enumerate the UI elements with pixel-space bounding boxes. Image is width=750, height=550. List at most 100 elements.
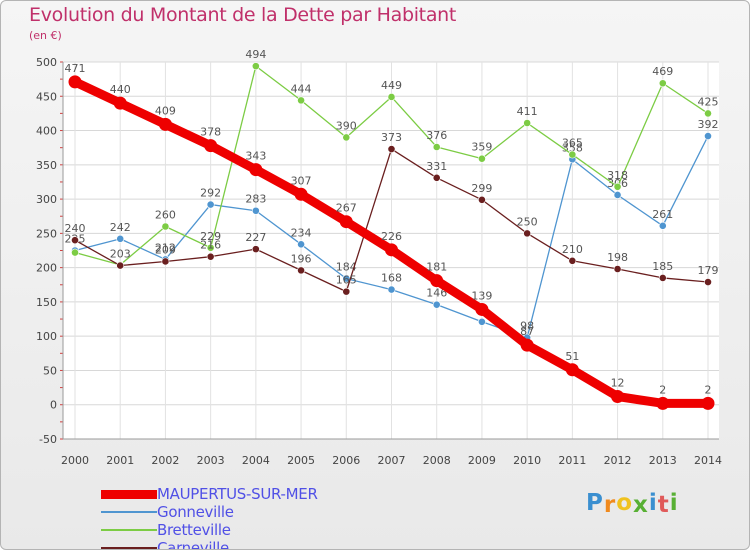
data-label-gonneville: 146 bbox=[426, 287, 447, 300]
data-point-carneville bbox=[523, 229, 532, 238]
data-label-maupertus-sur-mer: 181 bbox=[426, 261, 447, 274]
y-tick-label: 150 bbox=[36, 296, 57, 309]
data-label-carneville: 209 bbox=[155, 243, 176, 256]
data-label-carneville: 299 bbox=[471, 182, 492, 195]
data-label-bretteville: 411 bbox=[517, 105, 538, 118]
y-tick-label: 250 bbox=[36, 227, 57, 240]
data-label-maupertus-sur-mer: 87 bbox=[520, 325, 534, 338]
data-point-carneville bbox=[704, 278, 712, 286]
data-label-bretteville: 318 bbox=[607, 169, 628, 182]
x-tick-label: 2014 bbox=[694, 454, 722, 467]
data-label-carneville: 373 bbox=[381, 131, 402, 144]
legend-swatch-carneville bbox=[101, 547, 157, 549]
proxiti-logo: Proxiti bbox=[586, 490, 679, 518]
data-point-carneville bbox=[568, 256, 577, 265]
data-point-carneville bbox=[251, 245, 260, 254]
y-tick-label: -50 bbox=[39, 433, 57, 446]
data-point-bretteville bbox=[71, 248, 79, 257]
legend-swatch-bretteville bbox=[101, 529, 157, 531]
data-label-gonneville: 283 bbox=[245, 193, 266, 206]
x-tick-label: 2010 bbox=[513, 454, 541, 467]
x-tick-label: 2012 bbox=[604, 454, 632, 467]
data-point-bretteville bbox=[523, 119, 532, 127]
x-tick-label: 2009 bbox=[468, 454, 496, 467]
x-tick-label: 2002 bbox=[151, 454, 179, 467]
data-label-maupertus-sur-mer: 12 bbox=[611, 377, 625, 390]
data-label-carneville: 227 bbox=[245, 231, 266, 244]
data-point-bretteville bbox=[704, 109, 712, 118]
data-label-carneville: 331 bbox=[426, 160, 447, 173]
y-tick-label: 200 bbox=[36, 262, 57, 275]
y-tick-label: 450 bbox=[36, 90, 57, 103]
data-point-bretteville bbox=[297, 96, 305, 105]
data-point-bretteville bbox=[568, 150, 577, 159]
data-label-gonneville: 234 bbox=[291, 226, 312, 239]
data-point-maupertus-sur-mer bbox=[204, 139, 218, 153]
data-label-bretteville: 359 bbox=[471, 141, 492, 154]
legend-label-bretteville: Bretteville bbox=[157, 520, 231, 539]
x-tick-label: 2011 bbox=[558, 454, 586, 467]
data-point-carneville bbox=[432, 173, 441, 182]
data-point-bretteville bbox=[342, 133, 351, 142]
data-point-gonneville bbox=[297, 240, 305, 249]
data-label-carneville: 240 bbox=[65, 222, 86, 235]
data-label-bretteville: 376 bbox=[426, 129, 447, 142]
chart-title: Evolution du Montant de la Dette par Hab… bbox=[29, 4, 457, 26]
data-label-gonneville: 392 bbox=[698, 118, 719, 131]
legend-item-bretteville: Bretteville bbox=[101, 521, 318, 539]
data-point-gonneville bbox=[478, 317, 486, 326]
data-point-carneville bbox=[206, 252, 215, 261]
legend-item-gonneville: Gonneville bbox=[101, 503, 318, 521]
data-point-gonneville bbox=[116, 234, 125, 243]
data-label-bretteville: 425 bbox=[698, 95, 719, 108]
data-label-maupertus-sur-mer: 2 bbox=[659, 383, 666, 396]
data-label-maupertus-sur-mer: 378 bbox=[200, 126, 221, 139]
data-label-maupertus-sur-mer: 343 bbox=[245, 150, 266, 163]
data-label-bretteville: 229 bbox=[200, 230, 221, 243]
data-label-maupertus-sur-mer: 226 bbox=[381, 230, 402, 243]
y-tick-label: 50 bbox=[43, 364, 57, 377]
legend-label-carneville: Carneville bbox=[157, 538, 229, 550]
data-point-maupertus-sur-mer bbox=[385, 243, 398, 257]
x-tick-label: 2007 bbox=[378, 454, 406, 467]
data-label-gonneville: 242 bbox=[110, 221, 131, 234]
data-label-carneville: 185 bbox=[652, 260, 673, 273]
data-point-bretteville bbox=[432, 143, 441, 151]
data-point-maupertus-sur-mer bbox=[430, 274, 444, 288]
data-label-carneville: 198 bbox=[607, 251, 628, 264]
x-tick-label: 2008 bbox=[423, 454, 451, 467]
logo-letter: o bbox=[616, 490, 634, 516]
data-point-gonneville bbox=[387, 285, 396, 294]
x-tick-label: 2004 bbox=[242, 454, 270, 467]
logo-letter: t bbox=[657, 492, 670, 518]
data-label-maupertus-sur-mer: 51 bbox=[565, 350, 579, 363]
x-tick-label: 2005 bbox=[287, 454, 315, 467]
legend-item-maupertus-sur-mer: MAUPERTUS-SUR-MER bbox=[101, 485, 318, 503]
data-point-carneville bbox=[116, 261, 125, 270]
data-label-carneville: 210 bbox=[562, 243, 583, 256]
x-tick-label: 2000 bbox=[61, 454, 89, 467]
y-tick-label: 350 bbox=[36, 159, 57, 172]
data-point-bretteville bbox=[206, 243, 215, 252]
logo-letter: i bbox=[648, 490, 658, 516]
data-label-gonneville: 212 bbox=[155, 241, 176, 254]
data-label-carneville: 216 bbox=[200, 239, 221, 252]
data-label-gonneville: 292 bbox=[200, 187, 221, 200]
data-point-carneville bbox=[342, 287, 351, 296]
data-point-maupertus-sur-mer bbox=[656, 396, 670, 410]
data-point-maupertus-sur-mer bbox=[565, 363, 579, 377]
data-label-maupertus-sur-mer: 307 bbox=[291, 174, 312, 187]
logo-letter: P bbox=[586, 490, 604, 516]
data-point-carneville bbox=[613, 265, 622, 273]
data-point-maupertus-sur-mer bbox=[475, 302, 489, 316]
data-label-bretteville: 469 bbox=[652, 65, 673, 78]
data-point-maupertus-sur-mer bbox=[158, 117, 172, 131]
data-point-maupertus-sur-mer bbox=[249, 163, 263, 177]
data-point-bretteville bbox=[251, 62, 260, 71]
data-point-gonneville bbox=[251, 206, 260, 215]
data-point-gonneville bbox=[658, 221, 667, 230]
data-label-gonneville: 261 bbox=[652, 208, 673, 221]
y-tick-label: 400 bbox=[36, 125, 57, 138]
data-point-carneville bbox=[71, 236, 79, 245]
